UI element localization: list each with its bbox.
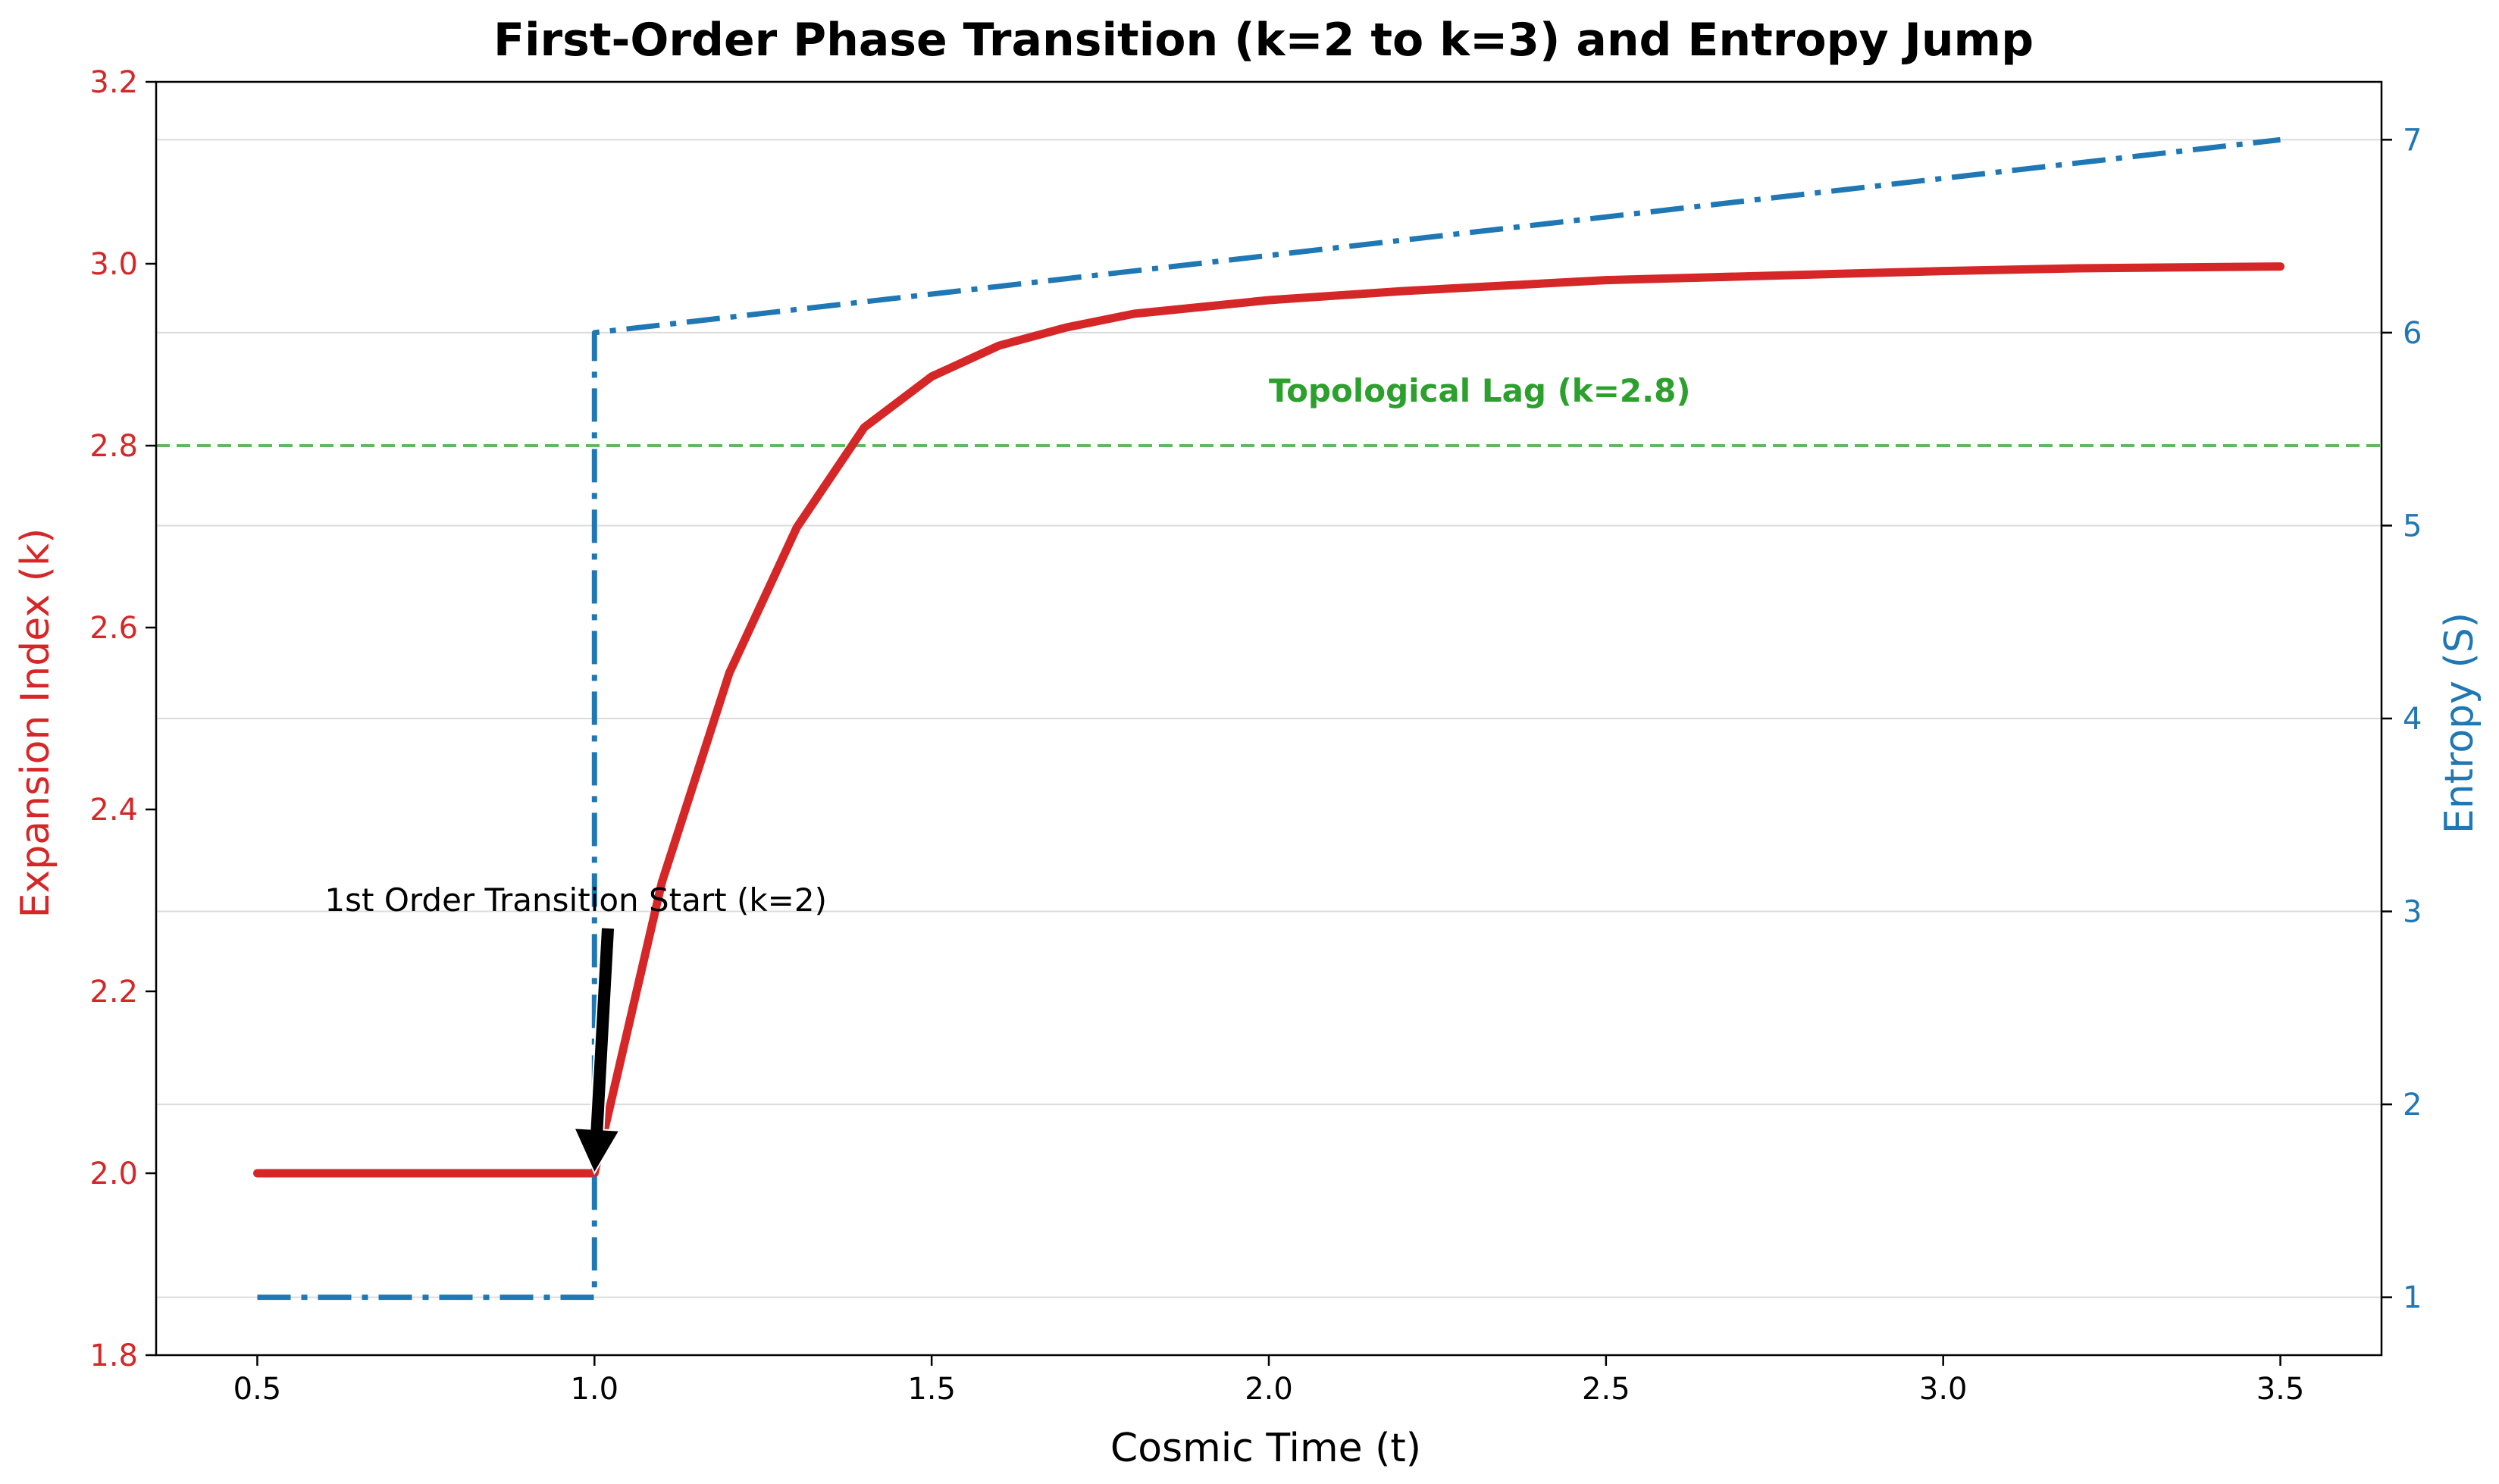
- y-right-tick-label: 3: [2403, 895, 2422, 930]
- x-tick-label: 3.5: [2256, 1372, 2305, 1407]
- y-axis-left-label: Expansion Index (k): [13, 528, 58, 919]
- expansion-index-series-line: [253, 262, 2284, 1178]
- y-left-tick-label: 2.0: [89, 1157, 138, 1191]
- y-left-tick-label: 3.0: [89, 247, 138, 282]
- y-left-tick-label: 1.8: [89, 1338, 138, 1373]
- x-tick-label: 1.5: [907, 1372, 956, 1407]
- y-right-tick-label: 4: [2403, 702, 2422, 737]
- x-tick-label: 2.5: [1582, 1372, 1630, 1407]
- annotation-layer: [572, 926, 622, 1176]
- y-left-tick-label: 2.6: [89, 611, 138, 646]
- x-tick-label: 1.0: [570, 1372, 618, 1407]
- y-right-tick-label: 2: [2403, 1088, 2422, 1122]
- series-layer: [253, 136, 2284, 1301]
- chart-title: First-Order Phase Transition (k=2 to k=3…: [493, 14, 2034, 67]
- x-axis-label: Cosmic Time (t): [1110, 1426, 1421, 1471]
- y-left-tick-label: 2.2: [89, 975, 138, 1010]
- y-left-tick-label: 2.8: [89, 429, 138, 464]
- y-left-tick-label: 3.2: [89, 65, 138, 100]
- y-axis-right-label: Entropy (S): [2437, 612, 2482, 834]
- gridlines: [156, 139, 2382, 1298]
- x-tick-label: 2.0: [1245, 1372, 1293, 1407]
- reference-line-label: Topological Lag (k=2.8): [1269, 372, 1691, 409]
- x-tick-label: 3.0: [1919, 1372, 1968, 1407]
- axes: 0.5 1.0 1.5 2.0 2.5 3.0 3.5 1.8 2.0 2.2 2.4 2.6 2.8 3…: [89, 65, 2422, 1407]
- y-right-tick-label: 1: [2403, 1281, 2422, 1316]
- y-left-tick-label: 2.4: [89, 793, 138, 828]
- y-right-tick-label: 6: [2403, 316, 2422, 351]
- y-right-tick-label: 7: [2403, 123, 2422, 158]
- y-right-tick-label: 5: [2403, 509, 2422, 543]
- x-tick-label: 0.5: [233, 1372, 282, 1407]
- annotation-arrow: [572, 926, 622, 1176]
- annotation-text: 1st Order Transition Start (k=2): [324, 881, 827, 919]
- entropy-series-line: [257, 136, 2281, 1301]
